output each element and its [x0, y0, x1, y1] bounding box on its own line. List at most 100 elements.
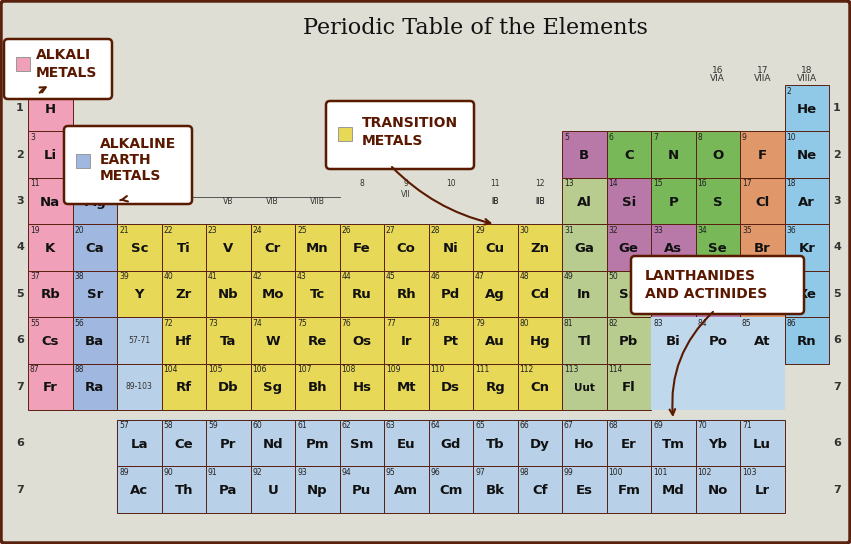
Bar: [517, 420, 562, 466]
Text: 11: 11: [490, 179, 500, 188]
Bar: [740, 178, 785, 224]
Bar: [384, 420, 429, 466]
Text: 88: 88: [75, 365, 84, 374]
Text: Ga: Ga: [574, 242, 594, 255]
Text: 72: 72: [163, 319, 173, 327]
Text: 92: 92: [253, 468, 262, 477]
Text: Pa: Pa: [219, 484, 237, 497]
Bar: [295, 271, 340, 317]
Bar: [384, 317, 429, 363]
Text: Rb: Rb: [40, 288, 60, 301]
Text: 70: 70: [698, 422, 707, 430]
Text: VIIB: VIIB: [310, 196, 325, 206]
Bar: [162, 271, 206, 317]
Text: Hs: Hs: [352, 381, 371, 394]
Text: Au: Au: [485, 335, 505, 348]
Bar: [28, 132, 72, 178]
Text: Rh: Rh: [397, 288, 416, 301]
Text: N: N: [668, 149, 679, 162]
Text: Gd: Gd: [441, 438, 461, 450]
Text: Ta: Ta: [220, 335, 237, 348]
Text: 47: 47: [475, 272, 485, 281]
Text: Ba: Ba: [85, 335, 105, 348]
Bar: [28, 317, 72, 363]
Bar: [28, 271, 72, 317]
Text: 9: 9: [742, 133, 747, 142]
Text: 68: 68: [608, 422, 618, 430]
Text: IB: IB: [492, 196, 499, 206]
Text: 104: 104: [163, 365, 178, 374]
Text: 65: 65: [475, 422, 485, 430]
Bar: [429, 420, 473, 466]
Text: Hf: Hf: [175, 335, 192, 348]
Text: Cr: Cr: [265, 242, 281, 255]
Bar: [607, 271, 651, 317]
Bar: [116, 419, 785, 514]
Text: 100: 100: [608, 468, 623, 477]
Text: 38: 38: [75, 272, 84, 281]
Text: 109: 109: [386, 365, 401, 374]
Text: 11: 11: [30, 180, 39, 188]
Text: Am: Am: [394, 484, 418, 497]
Text: 1: 1: [30, 86, 35, 96]
Text: W: W: [266, 335, 280, 348]
Text: IVB: IVB: [178, 196, 190, 206]
Bar: [162, 317, 206, 363]
Text: F: F: [757, 149, 767, 162]
Text: Yb: Yb: [708, 438, 728, 450]
Text: 48: 48: [519, 272, 529, 281]
Bar: [607, 132, 651, 178]
Text: 25: 25: [297, 226, 306, 235]
Text: 2: 2: [786, 86, 791, 96]
Text: H: H: [45, 103, 56, 116]
Bar: [562, 224, 607, 271]
Text: Pb: Pb: [620, 335, 638, 348]
Text: 80: 80: [519, 319, 529, 327]
Text: As: As: [664, 242, 683, 255]
Text: Mo: Mo: [261, 288, 284, 301]
Bar: [695, 271, 740, 317]
Text: 50: 50: [608, 272, 618, 281]
Text: 52: 52: [698, 272, 707, 281]
Text: Nb: Nb: [218, 288, 238, 301]
Bar: [651, 317, 695, 363]
Text: 41: 41: [208, 272, 218, 281]
Text: 31: 31: [564, 226, 574, 235]
Text: Fl: Fl: [622, 381, 636, 394]
Text: 34: 34: [698, 226, 707, 235]
Text: VB: VB: [223, 196, 233, 206]
Bar: [295, 420, 340, 466]
Text: 114: 114: [608, 365, 623, 374]
Bar: [206, 271, 250, 317]
Text: Sb: Sb: [664, 288, 683, 301]
Text: 42: 42: [253, 272, 262, 281]
Text: Pt: Pt: [443, 335, 459, 348]
Text: I: I: [760, 288, 765, 301]
Bar: [28, 224, 72, 271]
Text: Tl: Tl: [577, 335, 591, 348]
Text: S: S: [713, 195, 722, 208]
Text: 20: 20: [75, 226, 84, 235]
Text: 94: 94: [341, 468, 351, 477]
Text: 89-103: 89-103: [126, 382, 152, 391]
Text: 112: 112: [519, 365, 534, 374]
Text: VIIIA: VIIIA: [797, 74, 817, 83]
Text: Mn: Mn: [306, 242, 328, 255]
Bar: [206, 466, 250, 513]
Text: Cl: Cl: [755, 195, 769, 208]
Text: Ne: Ne: [797, 149, 817, 162]
Bar: [429, 271, 473, 317]
Text: Sm: Sm: [350, 438, 374, 450]
Text: Ru: Ru: [351, 288, 372, 301]
Text: Zn: Zn: [530, 242, 549, 255]
Text: 14: 14: [608, 180, 618, 188]
Bar: [517, 317, 562, 363]
Text: Zr: Zr: [175, 288, 191, 301]
Bar: [206, 363, 250, 410]
Text: Rf: Rf: [175, 381, 191, 394]
Text: 85: 85: [742, 319, 751, 327]
Text: Ni: Ni: [443, 242, 459, 255]
Text: IIB: IIB: [535, 196, 545, 206]
Text: Ar: Ar: [798, 195, 815, 208]
Text: 89: 89: [119, 468, 129, 477]
